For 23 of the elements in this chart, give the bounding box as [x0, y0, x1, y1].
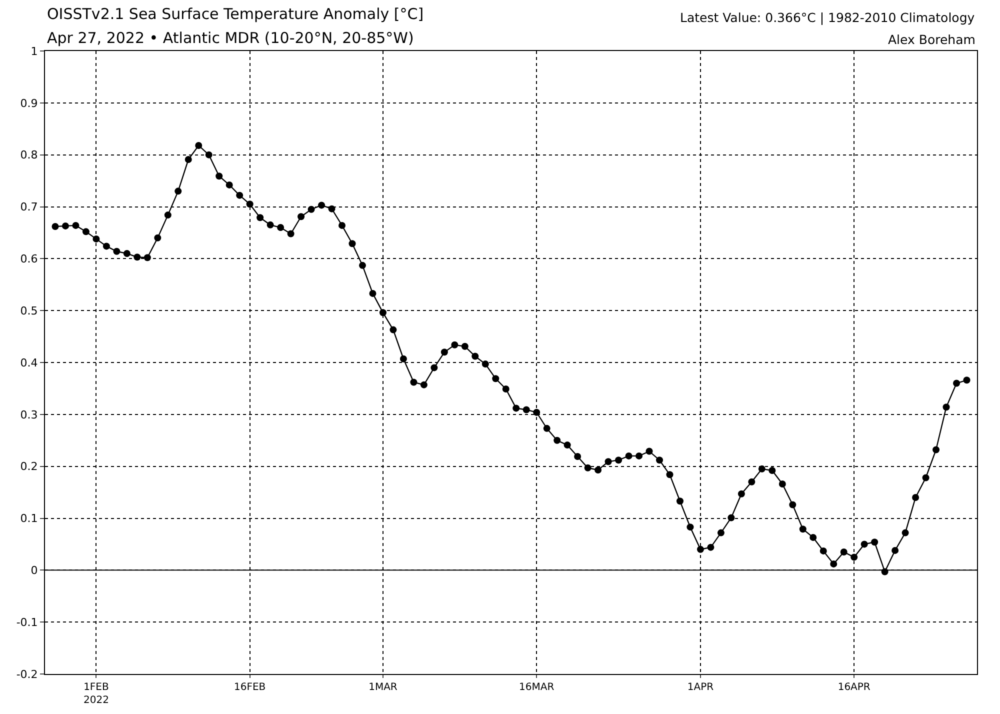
chart-subtitle: Apr 27, 2022 • Atlantic MDR (10-20°N, 20-85°W) [47, 29, 414, 47]
chart-title: OISSTv2.1 Sea Surface Temperature Anomaly [°C] [47, 5, 424, 23]
y-tick-label: 0.2 [20, 460, 38, 474]
x-tick-label: 16APR [838, 682, 870, 693]
x-tick-label: 1FEB 2022 [83, 682, 109, 706]
text: Alex Boreham [888, 32, 976, 47]
y-tick-label: 0.8 [20, 148, 38, 162]
y-tick-label: -0.1 [16, 616, 38, 629]
text: Latest Value: 0.366°C | 1982-2010 Climatology [680, 10, 976, 25]
y-tick-label: 0.1 [20, 512, 38, 526]
y-tick-label: 0.6 [20, 252, 38, 266]
x-tick-label: 1MAR [368, 682, 398, 693]
x-tick-label: 16FEB [234, 682, 266, 693]
y-tick-label: 0.4 [20, 356, 38, 370]
x-tick-label: 16MAR [519, 682, 554, 693]
y-tick-label: 0.3 [20, 408, 38, 422]
y-tick-label: -0.2 [16, 668, 38, 681]
y-tick-label: 0.5 [20, 304, 38, 318]
y-tick-label: 0.7 [20, 200, 38, 214]
x-tick-label: 1APR [687, 682, 714, 693]
y-tick-label: 1 [30, 44, 38, 58]
y-tick-label: 0.9 [20, 96, 38, 110]
y-tick-label: 0 [30, 564, 38, 578]
